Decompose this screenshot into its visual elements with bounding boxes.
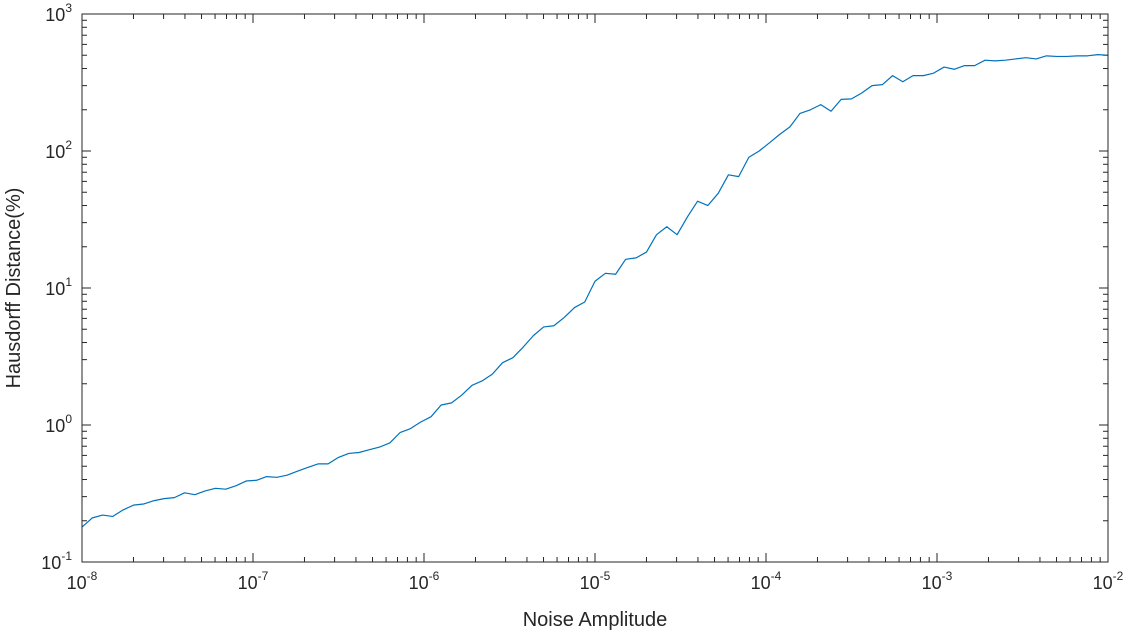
y-axis-ticks <box>82 13 1108 563</box>
y-axis-label: Hausdorff Distance(%) <box>3 188 25 389</box>
y-tick-label: 103 <box>45 1 72 25</box>
x-tick-label: 10-8 <box>67 569 98 593</box>
x-axis-label: Noise Amplitude <box>523 609 668 631</box>
y-tick-label: 10-1 <box>41 549 72 573</box>
x-tick-label: 10-7 <box>238 569 269 593</box>
x-tick-label: 10-5 <box>580 569 611 593</box>
y-axis-tick-labels: 10-1 100 101 102 103 <box>41 1 72 573</box>
x-tick-label: 10-4 <box>751 569 782 593</box>
x-axis-ticks <box>81 14 1109 562</box>
y-tick-label: 102 <box>45 138 72 162</box>
y-tick-label: 101 <box>45 275 72 299</box>
plot-frame <box>81 13 1109 563</box>
x-tick-label: 10-2 <box>1093 569 1124 593</box>
x-tick-label: 10-6 <box>409 569 440 593</box>
data-series-line <box>81 54 1109 528</box>
y-tick-label: 100 <box>45 412 72 436</box>
x-axis-tick-labels: 10-8 10-7 10-6 10-5 10-4 10-3 10-2 <box>67 569 1124 593</box>
x-tick-label: 10-3 <box>922 569 953 593</box>
plot-area <box>82 14 1108 562</box>
